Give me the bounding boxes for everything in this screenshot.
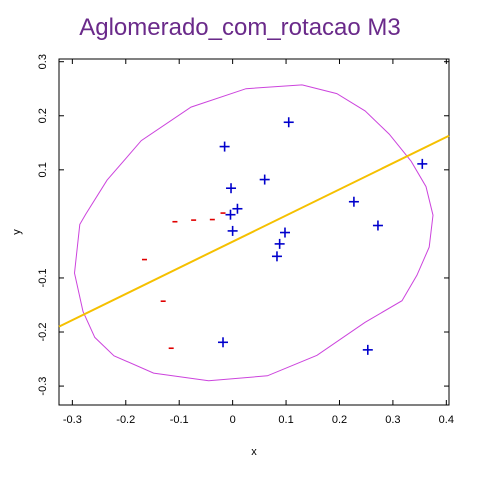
x-tick-label: 0.3 <box>385 414 400 426</box>
x-tick-label: 0.2 <box>332 414 347 426</box>
plus-point <box>372 220 383 231</box>
plus-point <box>218 337 229 348</box>
cluster-ellipse <box>73 84 434 382</box>
plus-point <box>227 225 238 236</box>
plus-point <box>226 183 237 194</box>
data-points-layer <box>141 117 428 355</box>
plus-point <box>348 196 359 207</box>
separator-line <box>58 134 450 328</box>
x-axis-ticks: -0.3 -0.2 -0.1 0 0.1 0.2 0.3 0.4 <box>63 59 454 426</box>
y-axis-label: y <box>11 229 23 235</box>
plus-point <box>274 238 285 249</box>
x-tick-label: -0.2 <box>116 414 135 426</box>
x-tick-label: 0.1 <box>278 414 293 426</box>
plot-frame <box>58 58 450 406</box>
plus-point <box>232 203 243 214</box>
plus-point <box>283 117 294 128</box>
x-tick-label: 0 <box>230 414 236 426</box>
y-tick-label: -0.2 <box>37 323 49 342</box>
plus-point <box>417 158 428 169</box>
cluster-ellipse-layer <box>73 84 434 382</box>
x-tick-label: 0.4 <box>439 414 454 426</box>
plus-point <box>259 174 270 185</box>
plus-point <box>279 227 290 238</box>
plus-point <box>219 141 230 152</box>
plus-point <box>225 209 236 220</box>
y-axis-ticks: 0.3 0.2 0.1 -0.1 -0.2 -0.3 <box>37 54 449 396</box>
y-tick-label: -0.1 <box>37 268 49 287</box>
y-tick-label: -0.3 <box>37 377 49 396</box>
x-axis-label: x <box>251 446 257 458</box>
y-tick-label: 0.2 <box>37 108 49 123</box>
x-tick-label: -0.1 <box>170 414 189 426</box>
plus-point <box>362 344 373 355</box>
chart-title: Aglomerado_com_rotacao M3 <box>79 14 401 41</box>
x-tick-label: -0.3 <box>63 414 82 426</box>
separator-line-layer <box>58 134 450 328</box>
y-tick-label: 0.3 <box>37 54 49 69</box>
plus-point <box>271 251 282 262</box>
y-tick-label: 0.1 <box>37 162 49 177</box>
